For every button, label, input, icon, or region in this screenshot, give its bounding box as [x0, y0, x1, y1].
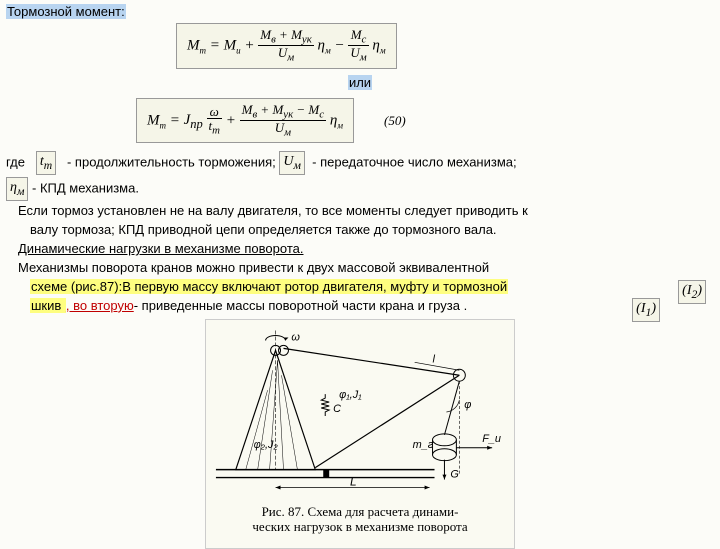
svg-text:φ₁,J₁: φ₁,J₁ [339, 389, 362, 401]
figure-87: ω C φ₁,J₁ φ₂,J₂ L l φ [205, 319, 515, 549]
var-tt: tт [36, 151, 56, 175]
para1b: валу тормоза; КПД приводной цепи определ… [6, 222, 714, 239]
f1-t2-num: Mв + Mук [258, 28, 314, 46]
figure-svg: ω C φ₁,J₁ φ₂,J₂ L l φ [206, 320, 514, 500]
var-I1: (I1) [632, 298, 660, 322]
where-label: где [6, 155, 25, 170]
para3a: Механизмы поворота кранов можно привести… [6, 260, 714, 277]
svg-text:F_u: F_u [482, 433, 501, 445]
heading: Тормозной момент: [6, 4, 126, 19]
para1a: Если тормоз установлен не на валу двигат… [6, 203, 714, 220]
or-text: или [348, 75, 372, 90]
para3c: шкив , во вторую- приведенные массы пово… [6, 298, 714, 315]
para2: Динамические нагрузки в механизме поворо… [6, 241, 714, 258]
svg-text:φ: φ [464, 399, 471, 411]
svg-text:φ₂,J₂: φ₂,J₂ [254, 439, 279, 451]
svg-text:l: l [433, 353, 436, 365]
eq-number: (50) [384, 113, 406, 129]
para3b: схеме (рис.87):В первую массу включают р… [6, 279, 714, 296]
var-eta-desc: - КПД механизма. [32, 181, 139, 196]
var-eta: ηм [6, 177, 28, 201]
figure-caption: Рис. 87. Схема для расчета динами- чески… [206, 503, 514, 537]
var-I2: (I2) [678, 280, 706, 304]
formula-2: Mт = Jпр ωtт + Mв + Mук − MсUм ηм [136, 98, 354, 144]
formula-1: Mт = Mи + Mв + MукUм ηм − MсUм ηм [176, 23, 397, 69]
svg-text:ω: ω [291, 331, 300, 343]
var-um: Uм [279, 151, 305, 175]
svg-text:m_г: m_г [413, 439, 434, 451]
svg-text:L: L [350, 474, 357, 488]
svg-text:G: G [450, 468, 459, 480]
var-tt-desc: - продолжительность торможения; [67, 155, 276, 170]
svg-text:C: C [333, 403, 341, 415]
var-um-desc: - передаточное число механизма; [312, 155, 516, 170]
